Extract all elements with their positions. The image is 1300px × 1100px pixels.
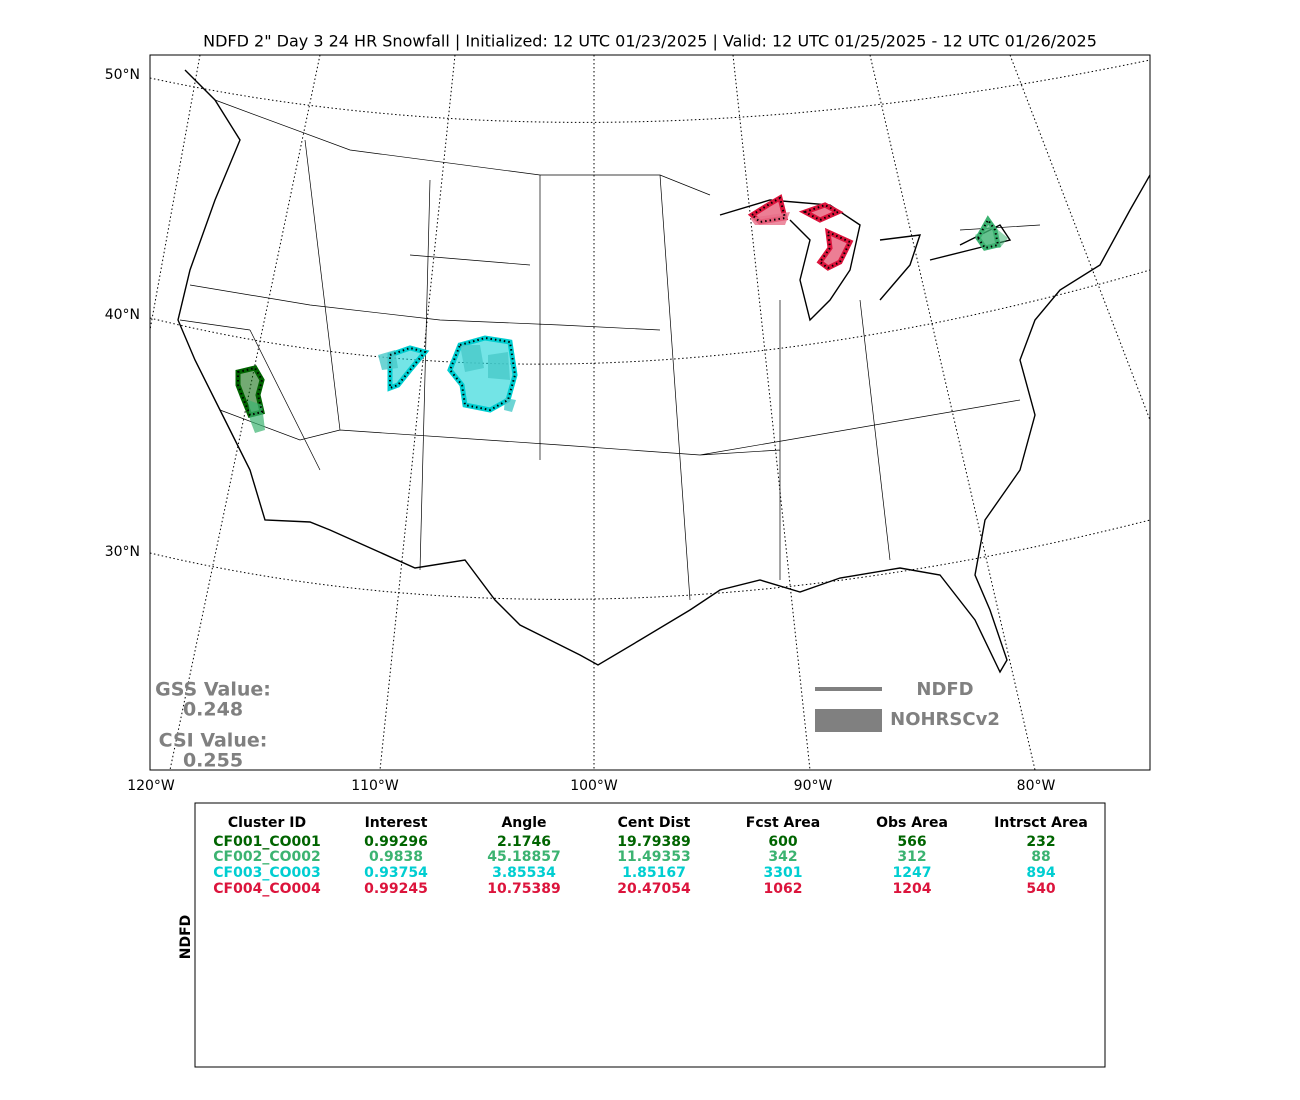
table-cell: 0.99245 xyxy=(364,881,428,897)
table-cell: 0.99296 xyxy=(364,834,428,850)
graticule xyxy=(150,55,1150,770)
score-label: CSI Value: xyxy=(159,730,268,752)
table-cell: 45.18857 xyxy=(487,849,561,865)
lon-label: 100°W xyxy=(570,778,618,794)
table-frame xyxy=(194,802,1106,1068)
table-header: Angle xyxy=(501,815,546,831)
score-value: 0.255 xyxy=(183,750,243,772)
title: NDFD 2" Day 3 24 HR Snowfall | Initializ… xyxy=(203,32,1097,51)
legend-patch xyxy=(815,709,882,732)
table-cell: 600 xyxy=(768,834,797,850)
cluster-cf003 xyxy=(387,335,518,413)
table-cell: CF001_CO001 xyxy=(213,834,320,850)
score-value: 0.248 xyxy=(183,699,243,721)
table-cell: 342 xyxy=(768,849,797,865)
table-cell: 312 xyxy=(897,849,926,865)
table-cell: 2.1746 xyxy=(497,834,551,850)
table-cell: 10.75389 xyxy=(487,881,561,897)
table-cell: 1062 xyxy=(764,881,803,897)
table-cell: 11.49353 xyxy=(617,849,691,865)
map-frame xyxy=(149,54,1151,771)
lon-label: 110°W xyxy=(351,778,399,794)
table-cell: 540 xyxy=(1026,881,1055,897)
legend-label: NOHRSCv2 xyxy=(890,709,1000,730)
table-cell: 3.85534 xyxy=(492,865,556,881)
table-cell: 3301 xyxy=(764,865,803,881)
table-cell: 19.79389 xyxy=(617,834,691,850)
table-header: Cluster ID xyxy=(228,815,306,831)
obs-cf003 xyxy=(378,345,516,412)
cluster-cf004-outline xyxy=(750,196,852,270)
lat-label: 30°N xyxy=(105,544,140,560)
table-cell: 566 xyxy=(897,834,926,850)
table-cell: 232 xyxy=(1026,834,1055,850)
table-cell: 1.85167 xyxy=(622,865,686,881)
coastline xyxy=(177,69,1150,674)
table-cell: 1247 xyxy=(893,865,932,881)
lon-label: 80°W xyxy=(1017,778,1056,794)
table-cell: CF004_CO004 xyxy=(213,881,321,897)
table-cell: 1204 xyxy=(893,881,932,897)
table-cell: CF003_CO003 xyxy=(213,865,320,881)
map: NDFD NOHRSCv2 GSS Value: 0.248 CSI Value… xyxy=(149,54,1151,772)
table-header: Interest xyxy=(365,815,428,831)
table-cell: 0.9838 xyxy=(369,849,423,865)
lat-label: 50°N xyxy=(105,67,140,83)
cluster-cf002-outline xyxy=(976,218,1000,250)
state-lines xyxy=(179,99,1041,601)
table-cell: 88 xyxy=(1031,849,1050,865)
obs-cf004 xyxy=(750,212,790,225)
table-header: Cent Dist xyxy=(618,815,691,831)
table-side-label: NDFD xyxy=(178,915,194,960)
lon-label: 90°W xyxy=(794,778,833,794)
table-cell: 0.93754 xyxy=(364,865,428,881)
table-cell: 894 xyxy=(1026,865,1055,881)
table-header: Fcst Area xyxy=(746,815,820,831)
legend-label: NDFD xyxy=(916,679,973,700)
obs-cf001 xyxy=(248,400,265,433)
table-cell: 20.47054 xyxy=(617,881,691,897)
table-cell: CF002_CO002 xyxy=(213,849,320,865)
cluster-cf001-outline xyxy=(237,366,264,417)
lon-label: 120°W xyxy=(127,778,175,794)
table-header: Intrsct Area xyxy=(994,815,1088,831)
table-header: Obs Area xyxy=(876,815,948,831)
lat-label: 40°N xyxy=(105,307,140,323)
score-label: GSS Value: xyxy=(155,679,271,701)
obs-cf002 xyxy=(975,225,1008,248)
